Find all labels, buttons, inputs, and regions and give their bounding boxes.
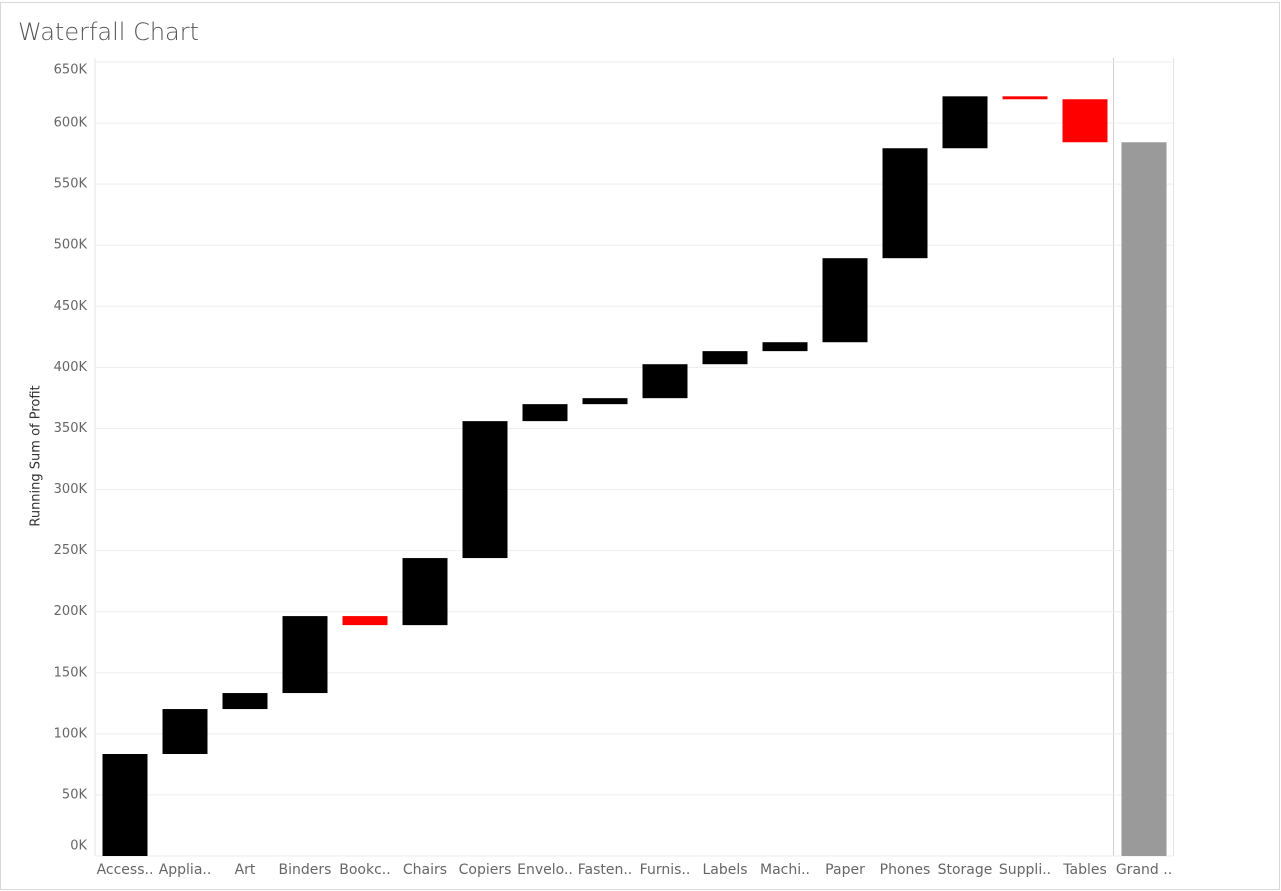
y-tick-label: 650K bbox=[54, 63, 88, 78]
x-tick-label: Storage bbox=[938, 862, 993, 878]
x-tick-label: Fasten.. bbox=[578, 862, 633, 878]
y-tick-label: 200K bbox=[54, 604, 88, 619]
y-tick-label: 550K bbox=[54, 177, 88, 192]
x-tick-label: Binders bbox=[279, 862, 332, 878]
x-tick-label: Access.. bbox=[97, 862, 154, 878]
x-tick-label: Labels bbox=[702, 862, 747, 878]
x-tick-label: Machi.. bbox=[760, 862, 810, 878]
y-axis-label: Running Sum of Profit bbox=[29, 385, 44, 526]
y-tick-label: 0K bbox=[70, 839, 87, 854]
waterfall-bar bbox=[1062, 99, 1108, 143]
y-tick-label: 450K bbox=[54, 299, 88, 314]
waterfall-bar bbox=[402, 558, 448, 626]
total-bar bbox=[1121, 142, 1167, 857]
waterfall-bar bbox=[1002, 96, 1048, 100]
y-tick-label: 500K bbox=[54, 238, 88, 253]
waterfall-bar bbox=[342, 616, 388, 626]
waterfall-bar bbox=[162, 709, 208, 755]
waterfall-bar bbox=[882, 148, 928, 259]
y-tick-label: 250K bbox=[54, 543, 88, 558]
waterfall-bar bbox=[462, 421, 508, 559]
waterfall-bar bbox=[222, 693, 268, 710]
y-tick-label: 300K bbox=[54, 482, 88, 497]
x-tick-label: Envelo.. bbox=[517, 862, 573, 878]
y-tick-label: 50K bbox=[62, 787, 88, 802]
waterfall-bar bbox=[582, 398, 628, 405]
waterfall-bar bbox=[282, 616, 328, 694]
waterfall-bar bbox=[702, 351, 748, 365]
y-tick-label: 150K bbox=[54, 665, 88, 680]
waterfall-bar bbox=[822, 258, 868, 343]
waterfall-bar bbox=[942, 96, 988, 149]
x-tick-label: Copiers bbox=[459, 862, 512, 878]
y-tick-label: 400K bbox=[54, 360, 88, 375]
y-tick-label: 100K bbox=[54, 726, 88, 741]
x-tick-label: Furnis.. bbox=[640, 862, 691, 878]
waterfall-bar bbox=[522, 404, 568, 422]
x-tick-label: Art bbox=[235, 862, 256, 878]
chart-title: Waterfall Chart bbox=[18, 18, 199, 46]
x-tick-label: Grand .. bbox=[1116, 862, 1172, 878]
y-tick-label: 600K bbox=[54, 116, 88, 131]
waterfall-bar bbox=[102, 754, 148, 856]
x-tick-label: Applia.. bbox=[159, 862, 212, 878]
x-tick-label: Tables bbox=[1062, 862, 1107, 878]
x-tick-label: Phones bbox=[880, 862, 931, 878]
x-tick-label: Bookc.. bbox=[339, 862, 390, 878]
x-tick-label: Chairs bbox=[403, 862, 447, 878]
x-tick-label: Paper bbox=[825, 862, 865, 878]
waterfall-bar bbox=[762, 342, 808, 352]
waterfall-bar bbox=[642, 364, 688, 399]
x-tick-label: Suppli.. bbox=[999, 862, 1051, 878]
y-tick-label: 350K bbox=[54, 421, 88, 436]
